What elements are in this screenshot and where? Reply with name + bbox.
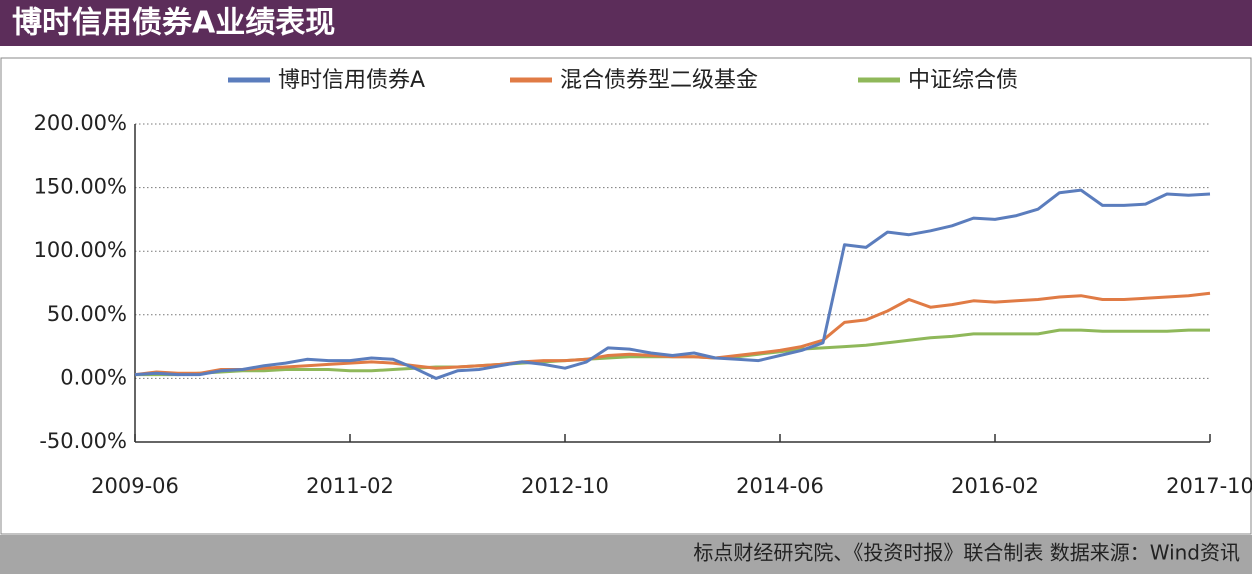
x-tick-label: 2016-02	[951, 474, 1039, 498]
source-note: 标点财经研究院、《投资时报》联合制表 数据来源：Wind资讯	[693, 541, 1240, 565]
series-line	[134, 188, 1211, 380]
legend-label: 混合债券型二级基金	[560, 68, 758, 93]
y-tick-label: 50.00%	[47, 302, 127, 326]
x-tick-label: 2011-02	[306, 474, 394, 498]
legend-label: 博时信用债券A	[278, 68, 425, 93]
chart-title: 博时信用债券A业绩表现	[12, 6, 335, 41]
legend-label: 中证综合债	[908, 68, 1018, 93]
footer-band	[0, 535, 1252, 574]
x-tick-label: 2009-06	[91, 474, 179, 498]
y-tick-label: 150.00%	[34, 175, 127, 199]
y-tick-label: 0.00%	[60, 365, 127, 389]
x-tick-label: 2014-06	[736, 474, 824, 498]
series-line	[135, 328, 1210, 377]
header-band	[0, 0, 1252, 46]
chart-border	[0, 57, 1252, 535]
x-tick-label: 2017-10	[1166, 474, 1252, 498]
x-tick-label: 2012-10	[521, 474, 609, 498]
y-tick-label: -50.00%	[39, 429, 127, 453]
y-tick-label: 200.00%	[34, 111, 127, 135]
y-tick-label: 100.00%	[34, 238, 127, 262]
